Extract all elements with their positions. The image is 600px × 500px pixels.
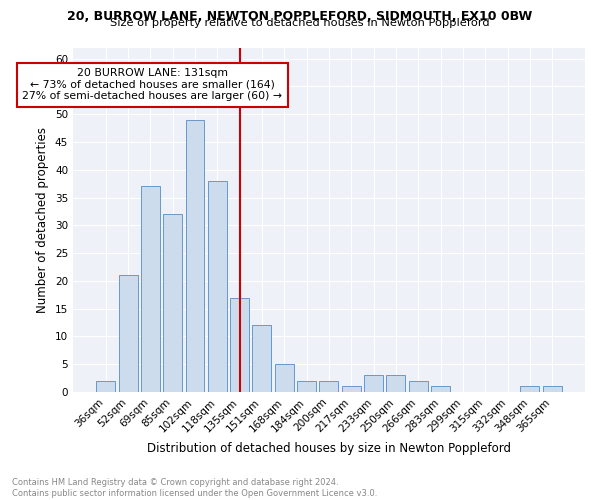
Bar	[185, 120, 205, 392]
Y-axis label: Number of detached properties: Number of detached properties	[36, 126, 49, 312]
Bar	[431, 386, 450, 392]
X-axis label: Distribution of detached houses by size in Newton Poppleford: Distribution of detached houses by size …	[147, 442, 511, 455]
Bar	[208, 181, 227, 392]
Bar	[230, 298, 249, 392]
Text: Size of property relative to detached houses in Newton Poppleford: Size of property relative to detached ho…	[110, 18, 490, 28]
Bar	[96, 381, 115, 392]
Bar	[119, 276, 137, 392]
Text: 20 BURROW LANE: 131sqm
← 73% of detached houses are smaller (164)
27% of semi-de: 20 BURROW LANE: 131sqm ← 73% of detached…	[22, 68, 282, 102]
Bar	[386, 376, 406, 392]
Bar	[275, 364, 294, 392]
Bar	[319, 381, 338, 392]
Bar	[141, 186, 160, 392]
Bar	[297, 381, 316, 392]
Bar	[409, 381, 428, 392]
Bar	[342, 386, 361, 392]
Bar	[364, 376, 383, 392]
Bar	[520, 386, 539, 392]
Bar	[163, 214, 182, 392]
Bar	[543, 386, 562, 392]
Text: Contains HM Land Registry data © Crown copyright and database right 2024.
Contai: Contains HM Land Registry data © Crown c…	[12, 478, 377, 498]
Text: 20, BURROW LANE, NEWTON POPPLEFORD, SIDMOUTH, EX10 0BW: 20, BURROW LANE, NEWTON POPPLEFORD, SIDM…	[67, 10, 533, 23]
Bar	[253, 326, 271, 392]
